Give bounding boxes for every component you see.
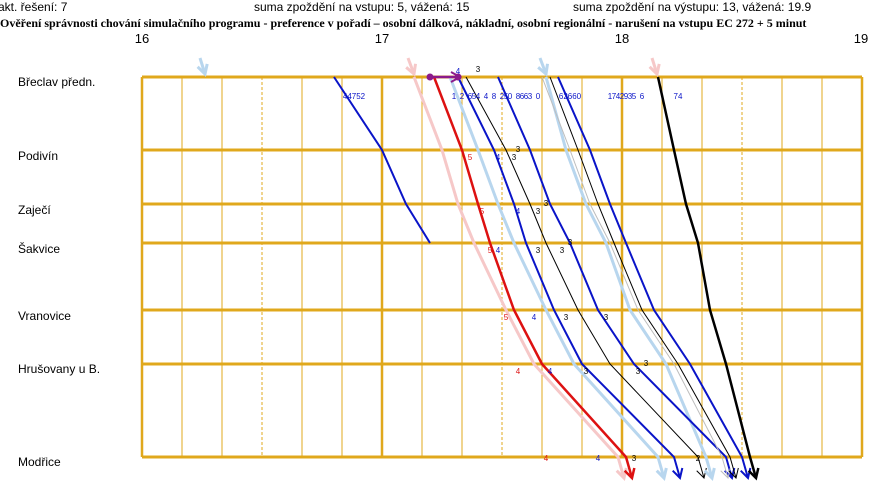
delay-label: 4 <box>596 454 601 463</box>
station-label-zajeci: Zaječí <box>18 203 51 217</box>
train-arrow <box>672 467 684 480</box>
station-label-breclav: Břeclav předn. <box>18 75 96 89</box>
train-number-label: 74 <box>674 92 683 101</box>
delay-label: 3 <box>636 367 641 376</box>
delay-label: 3 <box>604 313 609 322</box>
delay-label: 3 <box>516 145 521 154</box>
delay-label: 3 <box>536 207 541 216</box>
train-number-label: 2 <box>500 92 505 101</box>
train-stub <box>650 57 659 75</box>
train-arrow <box>747 467 760 481</box>
output-delay-label: suma zpoždění na výstupu: 13, vážená: 19… <box>573 0 812 14</box>
train-arrow <box>450 71 463 83</box>
train-number-label: 8 <box>516 92 521 101</box>
train-number-label: 44752 <box>343 92 366 101</box>
station-label-podivin: Podivín <box>18 149 59 163</box>
train-number-label: 5 <box>632 92 637 101</box>
delay-label: 5 <box>488 246 493 255</box>
hour-label-17: 17 <box>374 31 390 46</box>
train-path <box>656 76 758 479</box>
train-path <box>497 76 733 479</box>
train-number-label: 1 <box>452 92 457 101</box>
delay-label: 3 <box>536 246 541 255</box>
train-arrow <box>728 467 739 479</box>
station-label-modrice: Modřice <box>18 455 61 469</box>
train-arrow <box>703 467 716 481</box>
delay-label: 3 <box>568 238 573 247</box>
hour-label-18: 18 <box>614 31 630 46</box>
train-number-label: 3 <box>528 92 533 101</box>
train-path <box>544 76 714 479</box>
train-path <box>333 76 431 244</box>
train-number-label: 4 <box>476 92 481 101</box>
delay-label: 3 <box>644 359 649 368</box>
train-number-label: 0 <box>508 92 513 101</box>
train-arrow <box>724 467 736 480</box>
delay-label: 3 <box>632 454 637 463</box>
delay-label: 3 <box>544 199 549 208</box>
train-number-label: 7 <box>612 92 617 101</box>
train-path <box>412 76 626 479</box>
station-label-vranovice: Vranovice <box>18 309 71 323</box>
delay-label: 3 <box>560 246 565 255</box>
station-label-hrusovany: Hrušovany u B. <box>18 362 101 376</box>
delay-label: 4 <box>548 367 553 376</box>
delay-label: 4 <box>496 246 501 255</box>
train-stub <box>198 57 207 75</box>
delay-label: 5 <box>468 153 473 162</box>
station-label-sakvice: Šakvice <box>18 242 61 256</box>
train-number-label: 9 <box>624 92 629 101</box>
train-number-label: 4 <box>616 92 621 101</box>
train-number-label: 62660 <box>559 92 582 101</box>
hour-label-16: 16 <box>134 31 150 46</box>
delay-label: 2 <box>696 454 701 463</box>
train-number-label: 6 <box>524 92 529 101</box>
train-number-label: 6 <box>640 92 645 101</box>
train-number-label: 3 <box>628 92 633 101</box>
delay-label: 5 <box>480 207 485 216</box>
train-number-label: 0 <box>536 92 541 101</box>
delay-label: 5 <box>504 313 509 322</box>
delay-label: 4 <box>516 207 521 216</box>
train-path <box>432 76 634 479</box>
train-number-label: 5 <box>472 92 477 101</box>
train-number-label: 2 <box>620 92 625 101</box>
train-number-label: 6 <box>520 92 525 101</box>
delay-label: 4 <box>456 67 461 76</box>
train-arrow <box>537 63 550 77</box>
train-path <box>557 76 749 479</box>
train-arrow <box>405 63 418 77</box>
train-path <box>457 76 681 479</box>
delay-label: 4 <box>516 367 521 376</box>
train-number-label: 8 <box>492 92 497 101</box>
train-path <box>448 76 666 479</box>
train-path <box>549 76 737 479</box>
delay-label: 4 <box>532 313 537 322</box>
train-number-label: 5 <box>504 92 509 101</box>
delay-marker-dot <box>426 73 434 81</box>
train-number-label: 6 <box>468 92 473 101</box>
delay-label: 3 <box>476 65 481 74</box>
delay-label: 3 <box>584 367 589 376</box>
input-delay-label: suma zpoždění na vstupu: 5, vážená: 15 <box>254 0 470 14</box>
delay-label: 3 <box>564 313 569 322</box>
delay-label: 4 <box>544 454 549 463</box>
delay-label: 3 <box>512 153 517 162</box>
iteration-label: akt. řešení: 7 <box>0 0 68 14</box>
train-path <box>541 76 729 479</box>
chart-title: Ověření správnosti chování simulačního p… <box>0 16 807 30</box>
train-number-label: 4 <box>484 92 489 101</box>
train-number-label: 1 <box>608 92 613 101</box>
train-number-label: 2 <box>460 92 465 101</box>
delay-label: 4 <box>496 153 501 162</box>
train-arrow <box>655 467 668 481</box>
train-arrow <box>623 467 636 481</box>
train-path <box>465 76 705 479</box>
hour-label-19: 19 <box>853 31 869 46</box>
